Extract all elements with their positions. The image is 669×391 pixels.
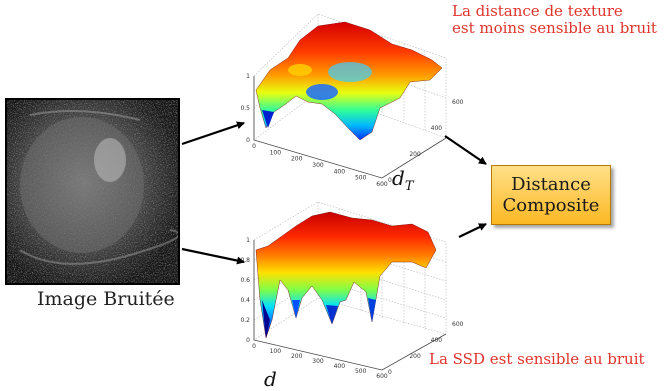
texture-note-line2: est moins sensible au bruit — [452, 19, 657, 37]
bottom-x-tick: 100 — [270, 348, 282, 355]
top-y-tick: 200 — [409, 151, 421, 158]
bottom-z-tick: 0.4 — [240, 297, 250, 304]
arrow-bottom-plot-to-composite — [458, 223, 487, 238]
bottom-z-tick: 0 — [246, 337, 250, 344]
bottom-z-tick: 0.6 — [240, 277, 250, 284]
bottom-z-tick: 0.8 — [240, 257, 250, 264]
arrow-top-plot-to-composite — [444, 135, 487, 165]
composite-distance-box: Distance Composite — [491, 165, 611, 225]
top-z-tick: 0.5 — [240, 105, 250, 112]
top-x-tick: 400 — [334, 168, 346, 175]
bottom-y-tick: 600 — [452, 321, 464, 328]
image-caption: Image Bruitée — [37, 288, 175, 310]
top-plot-variable: dT — [392, 166, 414, 194]
arrow-image-to-top-plot — [181, 121, 245, 146]
bottom-y-tick: 0 — [388, 369, 392, 376]
top-x-tick: 300 — [312, 162, 324, 169]
bottom-x-tick: 500 — [355, 368, 367, 375]
top-y-tick: 0 — [388, 177, 392, 184]
bottom-x-tick: 400 — [334, 363, 346, 370]
bottom-z-tick: 0.2 — [240, 317, 250, 324]
composite-line2: Composite — [502, 195, 600, 216]
composite-line1: Distance — [511, 174, 591, 195]
ssd-distance-plot: 10.80.60.40.2001002003004005006000200400… — [240, 201, 464, 380]
top-x-tick: 200 — [291, 156, 303, 163]
top-x-tick: 100 — [270, 149, 282, 156]
bottom-surface — [255, 211, 437, 339]
arrow-image-to-bottom-plot — [181, 247, 245, 265]
bottom-x-tick: 0 — [252, 343, 256, 350]
texture-note-line1: La distance de texture — [452, 2, 623, 20]
bottom-y-tick: 400 — [431, 337, 443, 344]
ssd-note: La SSD est sensible au bruit — [429, 350, 645, 368]
top-x-tick: 600 — [376, 181, 388, 188]
bottom-plot-variable: d — [264, 367, 277, 391]
bottom-x-tick: 300 — [312, 358, 324, 365]
bottom-x-tick: 200 — [291, 353, 303, 360]
bottom-z-tick: 1 — [246, 237, 250, 244]
top-z-tick: 1 — [246, 73, 250, 80]
top-y-tick: 600 — [452, 99, 464, 106]
top-y-tick: 400 — [431, 125, 443, 132]
bottom-x-tick: 600 — [376, 373, 388, 380]
noisy-image — [5, 98, 180, 285]
top-x-tick: 0 — [252, 143, 256, 150]
bottom-y-tick: 200 — [409, 353, 421, 360]
top-z-tick: 0 — [246, 137, 250, 144]
top-x-tick: 500 — [355, 175, 367, 182]
